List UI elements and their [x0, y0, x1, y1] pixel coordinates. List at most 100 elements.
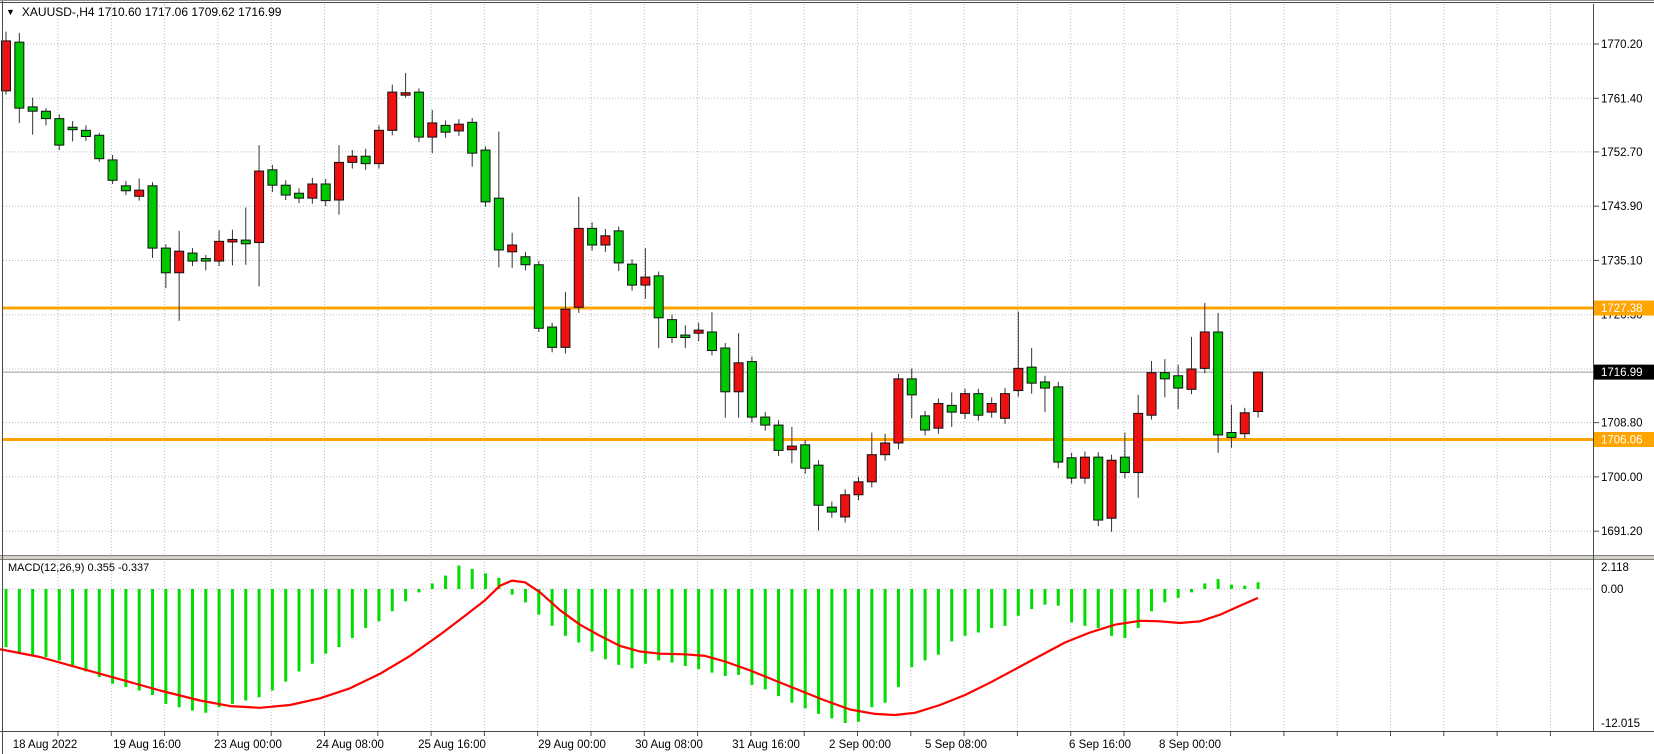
time-tick-label: 24 Aug 08:00	[316, 739, 384, 751]
candle-body	[920, 415, 931, 431]
candle-body	[1106, 459, 1117, 519]
candle-body	[1039, 381, 1050, 389]
candle-body	[973, 393, 984, 416]
time-axis[interactable]: 18 Aug 2022 19 Aug 16:00 23 Aug 00:00 24 Au…	[13, 732, 1551, 751]
candle-body	[1, 40, 11, 92]
candle-body	[387, 91, 398, 131]
price-tick-label: 1761.40	[1601, 93, 1643, 105]
candle-body	[933, 403, 944, 429]
price-tick-label: 1770.20	[1601, 39, 1643, 51]
candle-body	[653, 275, 664, 319]
price-axis[interactable]: 1770.201761.401752.701743.901735.101726.…	[1593, 39, 1654, 730]
candle-body	[307, 183, 318, 199]
candle-body	[467, 121, 478, 154]
candle-body	[1119, 456, 1130, 474]
candle-body	[54, 118, 65, 146]
candle-body	[880, 442, 891, 456]
time-tick-label: 6 Sep 16:00	[1069, 739, 1131, 751]
svg-text:1727.38: 1727.38	[1601, 303, 1643, 315]
candle-body	[1053, 386, 1064, 463]
candle-body	[773, 424, 784, 451]
candle-body	[986, 403, 997, 413]
candle-body	[493, 197, 504, 251]
candle-body	[134, 189, 145, 197]
macd-axis-label: -12.015	[1601, 718, 1640, 730]
candle-body	[1159, 372, 1170, 380]
candle-body	[946, 404, 957, 413]
candle-body	[640, 276, 651, 286]
macd-indicator-label: MACD(12,26,9) 0.355 -0.337	[8, 562, 150, 574]
time-tick-label: 2 Sep 00:00	[829, 739, 891, 751]
candle-body	[720, 347, 731, 393]
candle-body	[80, 129, 91, 137]
candle-body	[1146, 372, 1157, 416]
candle-body	[1066, 457, 1077, 479]
candle-body	[480, 149, 491, 203]
candle-body	[1213, 331, 1224, 436]
candle-body	[1133, 412, 1144, 474]
price-tick-label: 1743.90	[1601, 201, 1643, 213]
candle-body	[1013, 367, 1024, 392]
time-tick-label: 19 Aug 16:00	[113, 739, 181, 751]
time-tick-label: 30 Aug 08:00	[635, 739, 703, 751]
candle-body	[1093, 456, 1104, 521]
candle-body	[40, 110, 51, 120]
grid-horizontal	[3, 43, 1593, 590]
candle-body	[373, 129, 384, 165]
candle-body	[813, 464, 824, 506]
time-tick-label: 18 Aug 2022	[13, 739, 78, 751]
candle-body	[800, 444, 811, 469]
candle-body	[1239, 412, 1250, 435]
candle-body	[786, 445, 797, 451]
candle-body	[413, 91, 424, 138]
candle-body	[746, 361, 757, 418]
candle-body	[120, 185, 131, 192]
candle-body	[107, 159, 118, 181]
candle-body	[1173, 375, 1184, 389]
time-tick-label: 8 Sep 00:00	[1159, 739, 1221, 751]
candle-body	[1226, 431, 1237, 438]
price-tick-label: 1691.20	[1601, 526, 1643, 538]
price-tick-label: 1700.00	[1601, 472, 1643, 484]
candle-body	[840, 494, 851, 518]
candle-body	[866, 454, 877, 483]
candle-body	[254, 170, 265, 244]
pane-separator[interactable]	[0, 555, 1654, 560]
current-price-badge: 1716.99	[1594, 364, 1654, 380]
candle-body	[214, 240, 225, 262]
support-price-badge: 1706.06	[1594, 432, 1654, 448]
macd-axis-label: 2.118	[1601, 562, 1629, 574]
candle-body	[227, 238, 238, 243]
time-tick-label: 23 Aug 00:00	[214, 739, 282, 751]
price-tick-label: 1735.10	[1601, 255, 1643, 267]
symbol-dropdown-icon[interactable]: ▼	[6, 6, 15, 17]
candle-body	[587, 227, 598, 246]
candle-body	[826, 506, 837, 513]
svg-text:1706.06: 1706.06	[1601, 435, 1643, 447]
candle-body	[1079, 456, 1090, 479]
candle-body	[680, 334, 691, 339]
macd-histogram	[4, 565, 1260, 724]
candle-body	[160, 247, 171, 274]
candle-body	[853, 481, 864, 496]
candle-body	[427, 122, 438, 138]
candle-body	[14, 41, 25, 109]
macd-signal-line	[0, 579, 1259, 717]
candle-body	[294, 192, 305, 199]
candle-body	[1199, 331, 1210, 369]
candle-body	[453, 123, 464, 132]
candle-body	[400, 92, 411, 96]
candle-body	[507, 244, 518, 253]
candle-body	[67, 126, 78, 131]
macd-axis-label: 0.00	[1601, 584, 1623, 596]
candle-body	[613, 230, 624, 264]
candle-body	[280, 184, 291, 196]
chart-title: ▼ XAUUSD-,H4 1710.60 1717.06 1709.62 171…	[6, 5, 281, 19]
symbol-ohlc-text: XAUUSD-,H4 1710.60 1717.06 1709.62 1716.…	[21, 5, 282, 19]
candle-body	[667, 319, 677, 339]
candle-body	[267, 169, 278, 186]
candle-body	[174, 250, 185, 274]
candle-body	[187, 252, 198, 262]
time-tick-label: 25 Aug 16:00	[418, 739, 486, 751]
